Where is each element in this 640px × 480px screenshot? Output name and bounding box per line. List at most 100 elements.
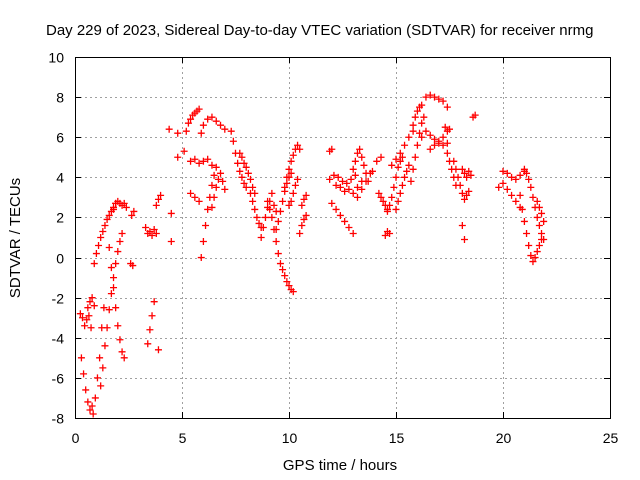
y-tick-label: 8 (56, 90, 64, 106)
data-point (422, 93, 430, 101)
data-point (78, 314, 86, 322)
series-arc-51 (441, 123, 453, 135)
data-point (418, 101, 426, 109)
data-point (495, 183, 503, 191)
data-point (396, 157, 404, 165)
data-point (268, 189, 276, 197)
data-point (210, 171, 218, 179)
data-point (291, 181, 299, 189)
data-point (96, 354, 104, 362)
data-point (413, 141, 421, 149)
data-point (208, 161, 216, 169)
series-arc-27 (257, 189, 280, 241)
data-point (356, 145, 364, 153)
data-point (264, 197, 272, 205)
data-point (240, 179, 248, 187)
series-arc-13 (152, 191, 165, 209)
data-point (471, 111, 479, 119)
data-point (128, 211, 136, 219)
data-point (246, 189, 254, 197)
data-point (529, 193, 537, 201)
series-arc-20 (187, 189, 203, 205)
data-point (204, 115, 212, 123)
data-point (403, 167, 411, 175)
plot-frame (75, 57, 611, 419)
data-point (281, 183, 289, 191)
data-point (144, 340, 152, 348)
data-point (538, 229, 546, 237)
data-point (281, 272, 289, 280)
data-point (533, 248, 541, 256)
x-tick-label: 25 (603, 430, 619, 446)
data-point (516, 171, 524, 179)
data-point (332, 205, 340, 213)
data-point (431, 135, 439, 143)
data-point (349, 165, 357, 173)
series-arc-34 (326, 145, 336, 155)
data-point (328, 145, 336, 153)
data-point (392, 173, 400, 181)
data-point (345, 185, 353, 193)
data-point (287, 197, 295, 205)
data-point (112, 304, 120, 312)
data-point (249, 197, 257, 205)
data-point (499, 179, 507, 187)
data-point (208, 181, 216, 189)
data-point (405, 133, 413, 141)
data-point (84, 398, 92, 406)
data-point (204, 155, 212, 163)
y-tick-label: 2 (56, 210, 64, 226)
data-point (219, 177, 227, 185)
data-point (283, 173, 291, 181)
series-arc-45 (392, 161, 413, 213)
data-point (298, 221, 306, 229)
series-arc-11 (144, 298, 158, 348)
series-arc-15 (167, 209, 175, 246)
data-point (92, 250, 100, 258)
data-point (272, 225, 280, 233)
data-point (525, 242, 533, 250)
series-arc-07 (105, 244, 128, 362)
data-point (242, 163, 250, 171)
series-arc-09 (127, 260, 137, 270)
data-point (431, 93, 439, 101)
series-arc-57 (495, 183, 503, 191)
data-point (465, 187, 473, 195)
data-point (217, 121, 225, 129)
data-point (296, 145, 304, 153)
data-point (266, 205, 274, 213)
data-point (100, 304, 108, 312)
data-point (441, 123, 449, 131)
x-axis-label: GPS time / hours (283, 457, 397, 474)
data-point (148, 312, 156, 320)
data-point (409, 121, 417, 129)
data-point (253, 213, 261, 221)
data-point (294, 141, 302, 149)
data-point (122, 203, 130, 211)
data-point (422, 127, 430, 135)
data-point (353, 193, 361, 201)
data-point (302, 211, 310, 219)
data-point (199, 121, 207, 129)
data-point (87, 324, 95, 332)
data-point (103, 324, 111, 332)
data-point (326, 175, 334, 183)
data-point (212, 163, 220, 171)
data-point (276, 260, 284, 268)
data-point (347, 175, 355, 183)
data-point (443, 139, 451, 147)
data-point (84, 304, 92, 312)
data-point (268, 213, 276, 221)
data-point (339, 177, 346, 185)
data-point (503, 185, 511, 193)
data-point (76, 310, 84, 318)
data-point (103, 215, 111, 223)
data-point (197, 254, 205, 262)
data-point (80, 370, 88, 378)
series-arc-42 (381, 227, 394, 239)
series-arc-19 (187, 155, 216, 169)
series-arc-03 (84, 294, 98, 312)
data-point (150, 298, 158, 306)
data-point (418, 133, 426, 141)
data-point (343, 179, 351, 187)
